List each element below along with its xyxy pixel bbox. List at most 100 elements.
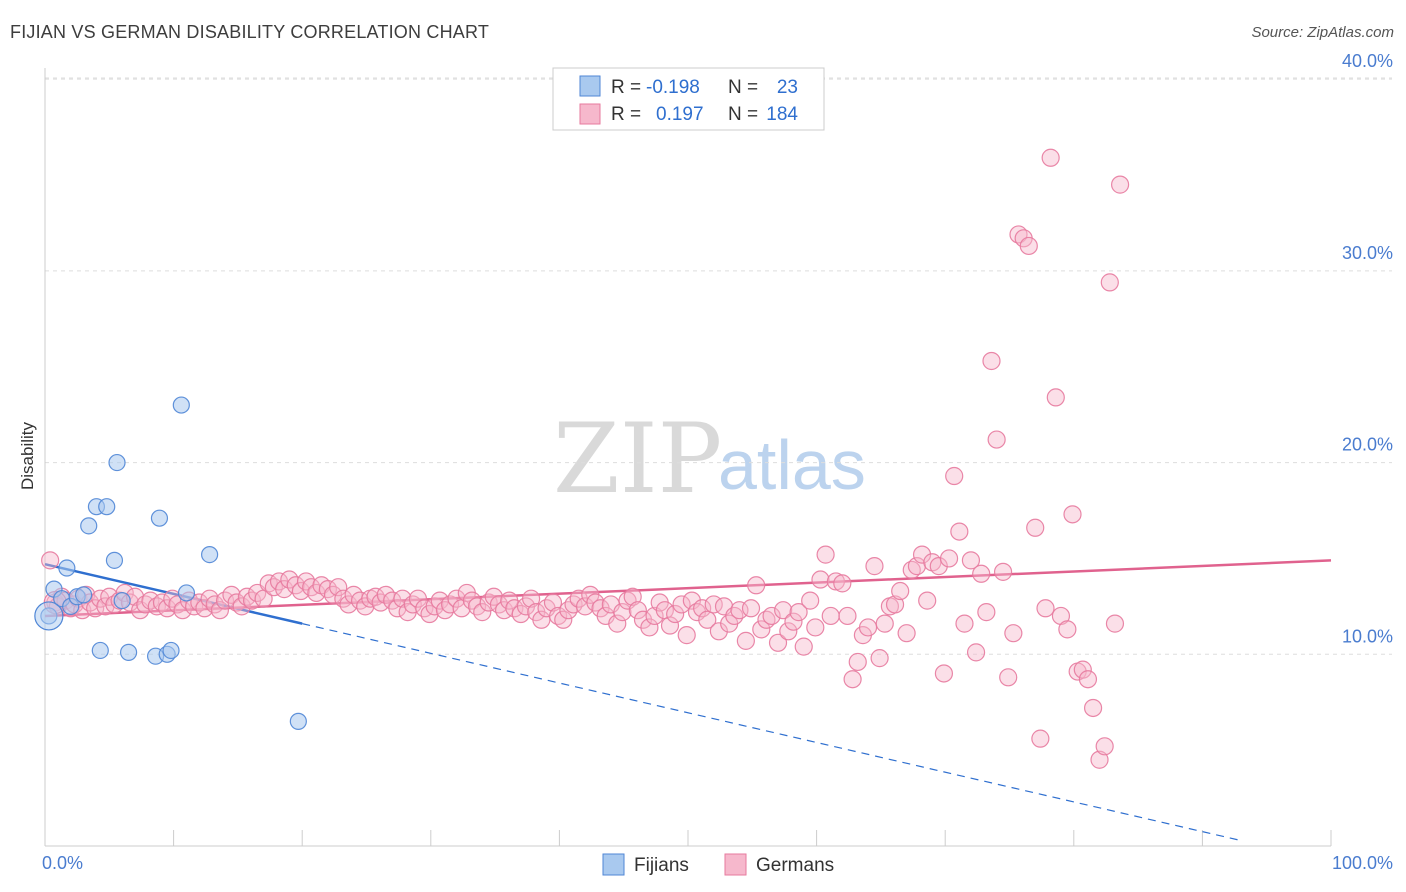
x-tick-label-min: 0.0%: [42, 853, 83, 873]
german-point: [564, 595, 583, 614]
german-point: [329, 578, 348, 597]
german-point: [762, 606, 781, 626]
fijian-point: [98, 498, 116, 516]
fijian-point: [105, 551, 124, 569]
fijian-point: [162, 641, 180, 660]
fijian-swatch: [579, 75, 601, 97]
german-point: [816, 545, 835, 564]
fijian-point: [177, 584, 196, 602]
german-point: [747, 576, 766, 595]
y-axis-label: Disability: [18, 421, 37, 490]
german-point: [955, 614, 974, 633]
german-point: [784, 612, 803, 631]
german-point: [982, 351, 1001, 371]
german-point: [158, 599, 177, 618]
grid-lines: [45, 77, 1392, 655]
german-point: [408, 589, 428, 608]
german-point: [858, 618, 878, 637]
fijian-point: [119, 643, 138, 661]
german-point: [801, 591, 820, 610]
german-point: [210, 601, 229, 620]
fijian-point-large: [34, 601, 64, 631]
fijian-point: [289, 712, 307, 730]
german-point: [586, 593, 605, 612]
fijian-n-value: 23: [777, 77, 798, 98]
fijian-trend-line: [44, 562, 303, 625]
y-tick-label-10: 10.0%: [1342, 626, 1393, 646]
german-point: [806, 618, 825, 637]
german-point: [1078, 670, 1098, 689]
german-point: [741, 599, 761, 618]
y-tick-label-30: 30.0%: [1342, 243, 1393, 263]
german-point: [1083, 698, 1103, 718]
german-point: [613, 603, 632, 622]
german-point: [1036, 599, 1055, 618]
german-point: [205, 595, 224, 614]
german-point: [730, 601, 749, 620]
y-tick-label-20: 20.0%: [1342, 435, 1393, 455]
german-point: [897, 624, 916, 643]
german-point: [833, 574, 852, 593]
german-point: [918, 591, 937, 610]
german-point: [848, 652, 867, 672]
german-point: [939, 549, 959, 568]
german-point: [393, 589, 412, 608]
fijian-point: [113, 592, 131, 610]
chart-source: Source: ZipAtlas.com: [1251, 24, 1394, 41]
fijian-points: [34, 396, 307, 730]
german-point: [987, 430, 1006, 449]
german-point: [725, 606, 744, 626]
bottom-legend: Fijians Germans: [602, 853, 834, 876]
german-point: [794, 637, 813, 656]
german-point: [195, 599, 214, 618]
german-point: [425, 597, 444, 616]
german-point: [789, 603, 808, 622]
german-point: [779, 622, 798, 641]
german-point: [473, 603, 492, 622]
german-point: [660, 616, 680, 635]
german-point: [152, 593, 172, 612]
german-point: [1073, 660, 1092, 679]
german-point: [865, 557, 884, 576]
fijian-point: [74, 586, 93, 604]
german-point: [934, 664, 954, 683]
german-point: [41, 551, 60, 570]
german-point: [677, 626, 696, 645]
german-point: [640, 618, 659, 637]
german-point: [945, 466, 964, 486]
german-point: [774, 601, 793, 620]
german-point: [950, 522, 969, 541]
german-point: [682, 591, 701, 610]
legend-fijian-label: Fijians: [634, 855, 689, 876]
german-point: [1031, 729, 1050, 748]
german-point: [286, 576, 305, 595]
german-point: [666, 604, 685, 624]
fijian-trend-extension: [302, 623, 1242, 842]
german-point: [1058, 620, 1077, 639]
german-point: [826, 572, 845, 591]
german-point: [1026, 518, 1045, 537]
german-point: [972, 564, 991, 583]
fijian-n-label: N =: [728, 77, 758, 98]
german-point: [875, 614, 894, 633]
german-point: [891, 581, 910, 601]
german-point: [843, 670, 862, 689]
german-point: [200, 589, 219, 608]
german-point: [977, 603, 996, 622]
fijian-point: [201, 546, 219, 564]
stats-legend-box: R = -0.198 N = 23 R = 0.197 N = 184: [552, 67, 825, 131]
german-point: [403, 595, 422, 614]
axes: [44, 68, 1332, 847]
german-point: [645, 606, 664, 626]
fijian-point: [80, 517, 98, 535]
axis-labels: 10.0% 20.0% 30.0% 40.0% 0.0% 100.0%: [42, 51, 1393, 873]
german-point: [608, 614, 627, 633]
german-point: [811, 570, 830, 589]
german-point: [1004, 624, 1023, 643]
german-point: [1110, 175, 1130, 194]
german-swatch: [579, 103, 601, 125]
german-point: [1041, 148, 1060, 167]
german-r-label: R =: [611, 104, 641, 125]
legend-german-label: Germans: [756, 855, 834, 876]
